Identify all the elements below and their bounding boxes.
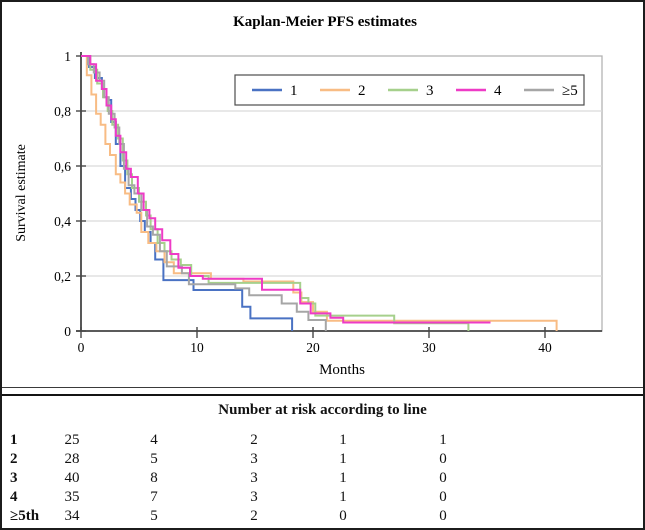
x-tick-label: 20 bbox=[306, 340, 320, 355]
risk-value: 3 bbox=[250, 451, 258, 467]
x-tick-label: 10 bbox=[190, 340, 204, 355]
legend-label: ≥5 bbox=[562, 83, 578, 99]
y-axis-title: Survival estimate bbox=[14, 144, 29, 242]
risk-value: 40 bbox=[64, 470, 80, 486]
risk-value: 1 bbox=[339, 489, 347, 505]
risk-value: 25 bbox=[64, 432, 80, 448]
risk-row-2: 2 28 5 3 1 0 bbox=[2, 451, 643, 470]
legend-label: 4 bbox=[494, 83, 502, 99]
risk-row-4: 4 35 7 3 1 0 bbox=[2, 489, 643, 508]
risk-value: 28 bbox=[64, 451, 80, 467]
risk-row-1: 1 25 4 2 1 1 bbox=[2, 432, 643, 451]
legend-label: 3 bbox=[426, 83, 434, 99]
risk-value: 2 bbox=[250, 432, 258, 448]
risk-value: 1 bbox=[339, 470, 347, 486]
x-tick-label: 40 bbox=[538, 340, 552, 355]
risk-value: 5 bbox=[150, 508, 158, 524]
x-tick-label: 30 bbox=[422, 340, 436, 355]
risk-rows: 1 25 4 2 1 1 2 28 5 3 1 0 3 40 8 3 1 0 4 35 7 3 1 0 ≥5th 34 5 2 0 0 bbox=[2, 432, 643, 527]
risk-value: 0 bbox=[439, 451, 447, 467]
risk-row-3: 3 40 8 3 1 0 bbox=[2, 470, 643, 489]
risk-value: 1 bbox=[339, 451, 347, 467]
risk-value: 8 bbox=[150, 470, 158, 486]
risk-value: 5 bbox=[150, 451, 158, 467]
risk-table-title: Number at risk according to line bbox=[218, 402, 427, 418]
risk-table: Number at risk according to line 1 25 4 2 1 1… bbox=[2, 394, 643, 528]
y-tick-label: 0,4 bbox=[54, 214, 71, 229]
y-tick-label: 0,6 bbox=[54, 159, 71, 174]
km-chart: 1 0,8 0,6 0,4 0,2 00 10 20 30 40 1 2 3 4 ≥5 Kaplan-Mei… bbox=[14, 14, 603, 378]
risk-value: 34 bbox=[64, 508, 80, 524]
risk-value: 0 bbox=[339, 508, 347, 524]
risk-row-≥5th: ≥5th 34 5 2 0 0 bbox=[2, 508, 643, 527]
risk-row-label: 4 bbox=[10, 489, 18, 505]
legend-label: 1 bbox=[290, 83, 298, 99]
x-tick-label: 0 bbox=[78, 340, 85, 355]
risk-value: 0 bbox=[439, 470, 447, 486]
risk-row-label: 1 bbox=[10, 432, 18, 448]
y-tick-label: 0,2 bbox=[54, 269, 71, 284]
risk-value: 1 bbox=[339, 432, 347, 448]
risk-value: 3 bbox=[250, 489, 258, 505]
risk-value: 35 bbox=[64, 489, 80, 505]
risk-value: 0 bbox=[439, 508, 447, 524]
y-tick-label: 0,8 bbox=[54, 104, 71, 119]
chart-title: Kaplan-Meier PFS estimates bbox=[233, 14, 417, 30]
risk-value: 7 bbox=[150, 489, 158, 505]
risk-row-label: 3 bbox=[10, 470, 18, 486]
km-curve-2 bbox=[81, 55, 558, 331]
risk-value: 4 bbox=[150, 432, 158, 448]
km-curve-4 bbox=[81, 55, 491, 324]
y-tick-label: 0 bbox=[64, 324, 71, 339]
risk-value: 1 bbox=[439, 432, 447, 448]
legend-label: 2 bbox=[358, 83, 366, 99]
x-axis-title: Months bbox=[319, 362, 365, 378]
risk-row-label: ≥5th bbox=[10, 508, 40, 524]
risk-value: 2 bbox=[250, 508, 258, 524]
chart-section: 1 0,8 0,6 0,4 0,2 0 0 10 20 30 40 1 2 3 4 ≥5 Kaplan-Mei… bbox=[2, 2, 643, 388]
risk-value: 0 bbox=[439, 489, 447, 505]
risk-value: 3 bbox=[250, 470, 258, 486]
y-tick-label: 1 bbox=[64, 49, 71, 64]
risk-row-label: 2 bbox=[10, 451, 18, 467]
